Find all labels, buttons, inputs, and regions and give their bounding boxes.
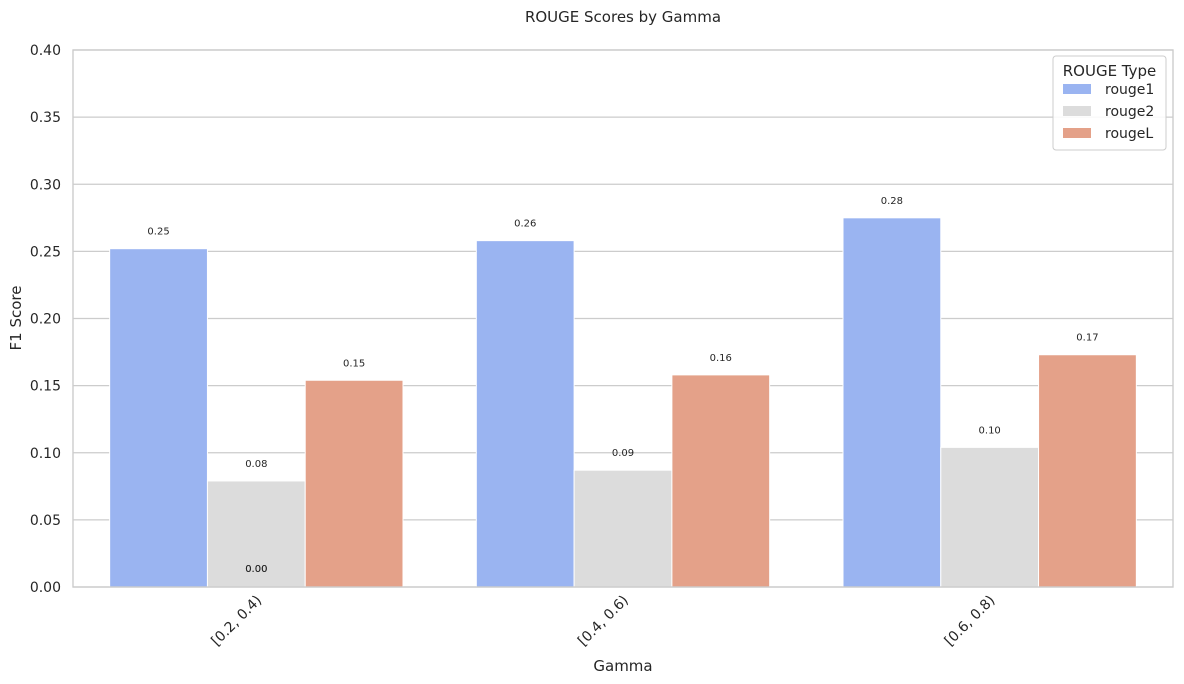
bar-value-label: 0.15: [343, 358, 365, 369]
bar-value-label: 0.09: [612, 448, 634, 459]
x-axis-ticks: [0.2, 0.4) [0.4, 0.6) [0.6, 0.8): [208, 593, 998, 650]
y-axis-ticks: 0.00 0.05 0.10 0.15 0.20 0.25 0.30 0.35 0.40: [30, 43, 61, 596]
bar-rouge2: [940, 446, 1040, 588]
legend-title: ROUGE Type: [1063, 62, 1157, 80]
legend-label-rouge2: rouge2: [1105, 104, 1154, 120]
x-axis-title: Gamma: [593, 657, 652, 675]
x-tick-label: [0.6, 0.8): [942, 593, 999, 650]
y-tick-label: 0.15: [30, 379, 61, 395]
bar-value-label: 0.25: [147, 227, 169, 238]
bar-value-label: 0.16: [710, 353, 732, 364]
y-tick-label: 0.35: [30, 110, 61, 126]
y-tick-label: 0.20: [30, 312, 61, 328]
y-tick-label: 0.10: [30, 446, 61, 462]
bar-rougeL: [1038, 354, 1137, 588]
legend-swatch-rouge1: [1063, 84, 1091, 94]
zero-value-label: 0.00: [245, 564, 267, 575]
legend-label-rougeL: rougeL: [1105, 126, 1153, 142]
bars: [109, 217, 1137, 588]
legend-label-rouge1: rouge1: [1105, 82, 1154, 98]
chart-title: ROUGE Scores by Gamma: [525, 8, 721, 26]
y-tick-label: 0.40: [30, 43, 61, 59]
y-tick-label: 0.30: [30, 177, 61, 193]
y-tick-label: 0.00: [30, 580, 61, 596]
y-axis-title: F1 Score: [7, 286, 25, 351]
bar-value-labels: 0.25 0.26 0.28 0.08 0.09 0.10 0.15 0.16 0.17 0.00…: [147, 196, 1098, 575]
y-tick-label: 0.05: [30, 513, 61, 529]
bar-rouge1: [109, 248, 208, 588]
legend-items: rouge1 rouge2 rougeL: [1063, 82, 1154, 142]
bar-rouge2: [573, 469, 673, 588]
legend-swatch-rouge2: [1063, 106, 1091, 116]
bar-value-label: 0.17: [1076, 333, 1098, 344]
bar-rouge1: [475, 240, 575, 588]
bar-rouge1: [842, 217, 942, 588]
x-tick-label: [0.2, 0.4): [208, 593, 265, 650]
plot-frame: [72, 49, 1174, 588]
bar-value-label: 0.26: [514, 219, 536, 230]
y-tick-label: 0.25: [30, 244, 61, 260]
legend-swatch-rougeL: [1063, 128, 1091, 138]
bar-rougeL: [671, 374, 771, 588]
bar-value-label: 0.10: [979, 425, 1001, 436]
bar-value-label: 0.08: [245, 459, 267, 470]
legend: ROUGE Type rouge1 rouge2 rougeL: [1052, 55, 1167, 151]
x-tick-label: [0.4, 0.6): [575, 593, 632, 650]
bar-rougeL: [304, 379, 404, 588]
bar-value-label: 0.28: [881, 196, 903, 207]
legend-box: [1052, 55, 1167, 151]
zero-value-label: 0.00: [245, 564, 267, 575]
